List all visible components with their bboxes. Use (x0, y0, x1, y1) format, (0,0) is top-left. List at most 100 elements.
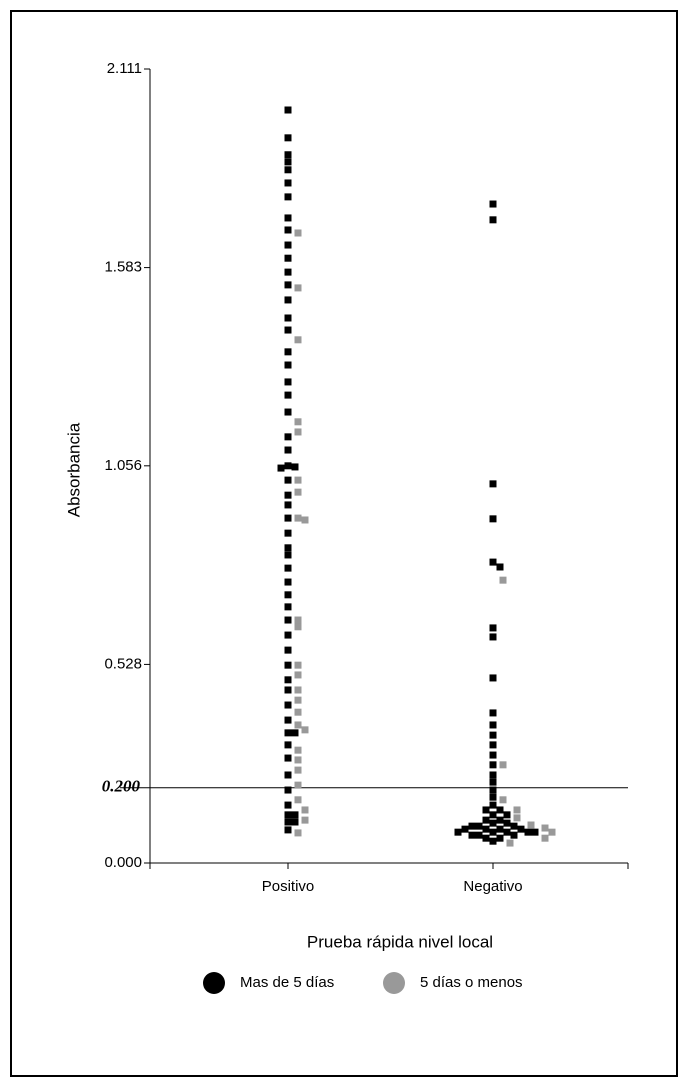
frame (10, 10, 678, 1077)
data-point (284, 544, 292, 552)
data-point (284, 151, 292, 159)
data-point (475, 822, 483, 830)
data-point (489, 674, 497, 682)
data-point (284, 686, 292, 694)
data-point (496, 816, 504, 824)
data-point (489, 819, 497, 827)
data-point (531, 828, 539, 836)
data-point (489, 721, 497, 729)
data-point (294, 488, 302, 496)
data-point (284, 811, 292, 819)
data-point (284, 446, 292, 454)
y-tick-label: 0.528 (104, 655, 142, 672)
data-point (489, 480, 497, 488)
x-tick-label: Positivo (262, 878, 315, 895)
data-point (294, 696, 302, 704)
data-point (284, 551, 292, 559)
data-point (513, 814, 521, 822)
data-point (294, 336, 302, 344)
data-point (284, 564, 292, 572)
data-point (503, 819, 511, 827)
data-point (294, 418, 302, 426)
data-point (461, 825, 469, 833)
data-point (284, 631, 292, 639)
y-axis-title: Absorbancia (64, 422, 83, 517)
data-point (284, 476, 292, 484)
data-point (506, 839, 514, 847)
data-point (284, 214, 292, 222)
legend-swatch (203, 972, 225, 994)
data-point (468, 831, 476, 839)
data-point (489, 731, 497, 739)
data-point (489, 633, 497, 641)
data-point (294, 781, 302, 789)
data-point (489, 828, 497, 836)
data-point (277, 464, 285, 472)
data-point (454, 828, 462, 836)
data-point (294, 661, 302, 669)
x-axis-title: Prueba rápida nivel local (307, 932, 493, 951)
data-point (496, 834, 504, 842)
data-point (489, 837, 497, 845)
data-point (284, 254, 292, 262)
data-point (489, 771, 497, 779)
data-point (284, 514, 292, 522)
data-point (284, 501, 292, 509)
data-point (284, 701, 292, 709)
data-point (284, 296, 292, 304)
data-point (294, 476, 302, 484)
data-point (294, 721, 302, 729)
data-point (496, 806, 504, 814)
data-point (284, 106, 292, 114)
data-point (284, 391, 292, 399)
data-point (489, 761, 497, 769)
data-point (294, 686, 302, 694)
data-point (482, 816, 490, 824)
data-point (284, 818, 292, 826)
data-point (294, 671, 302, 679)
data-point (294, 829, 302, 837)
y-tick-label: 0.000 (104, 854, 142, 871)
data-point (284, 433, 292, 441)
data-point (294, 756, 302, 764)
data-point (301, 806, 309, 814)
data-point (489, 778, 497, 786)
data-point (294, 796, 302, 804)
data-point (284, 754, 292, 762)
data-point (291, 463, 299, 471)
data-point (284, 529, 292, 537)
data-point (541, 824, 549, 832)
data-point (489, 786, 497, 794)
data-point (284, 158, 292, 166)
data-point (291, 729, 299, 737)
data-point (489, 751, 497, 759)
data-point (489, 741, 497, 749)
data-point (489, 793, 497, 801)
data-point (517, 825, 525, 833)
data-point (503, 811, 511, 819)
reference-label: 0.200 (102, 777, 141, 796)
data-point (541, 834, 549, 842)
data-point (284, 491, 292, 499)
data-point (489, 216, 497, 224)
data-point (284, 741, 292, 749)
data-point (284, 193, 292, 201)
data-point (294, 746, 302, 754)
data-point (475, 831, 483, 839)
data-point (284, 361, 292, 369)
data-point (489, 811, 497, 819)
data-point (482, 834, 490, 842)
data-point (284, 786, 292, 794)
data-point (284, 348, 292, 356)
data-point (284, 241, 292, 249)
data-point (496, 825, 504, 833)
data-point (489, 558, 497, 566)
data-point (489, 709, 497, 717)
data-point (482, 806, 490, 814)
data-point (294, 766, 302, 774)
data-point (301, 516, 309, 524)
data-point (499, 576, 507, 584)
data-point (294, 623, 302, 631)
data-point (301, 816, 309, 824)
